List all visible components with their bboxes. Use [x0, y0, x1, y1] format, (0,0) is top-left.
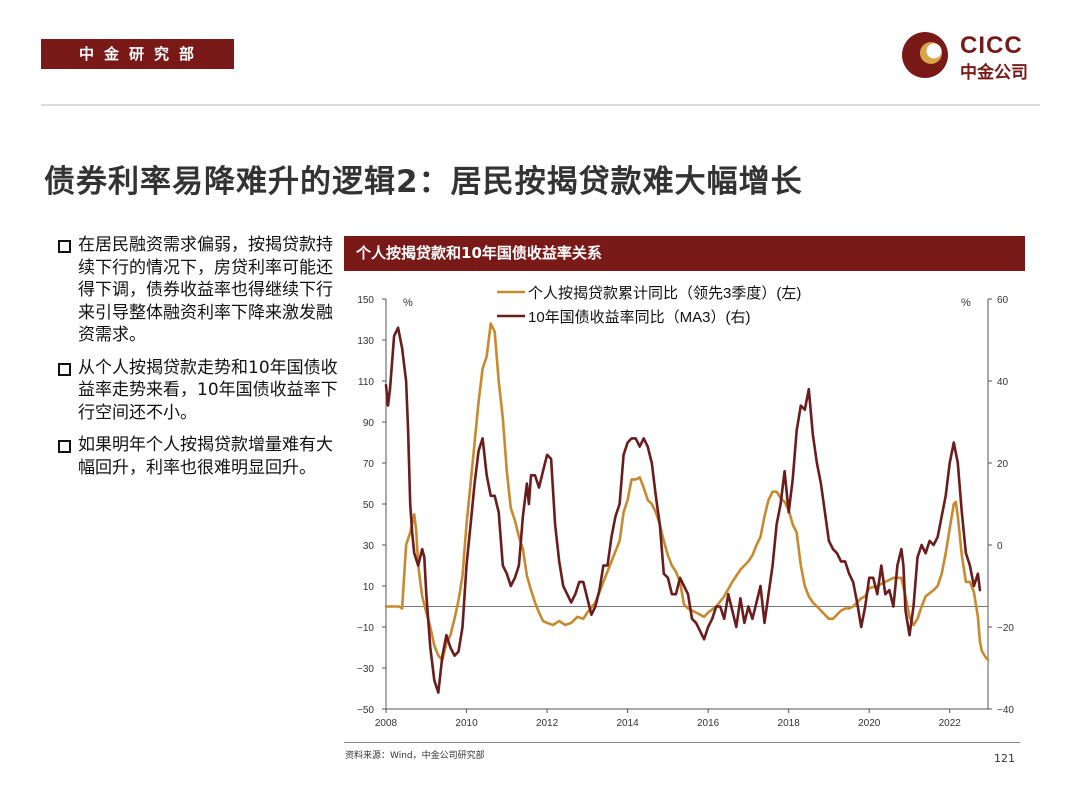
right-tick-label: 60 — [997, 295, 1009, 306]
left-tick-label: −30 — [357, 664, 374, 675]
chart-axes: 150 130 110 90 70 50 30 10 −10 −30 −50 60 40 20 0 −20 −4… — [357, 295, 1014, 729]
x-tick-label: 2016 — [697, 718, 720, 729]
legend-label: 个人按揭贷款累计同比（领先3季度）(左) — [528, 285, 801, 302]
left-tick-label: 150 — [357, 295, 374, 306]
right-tick-label: 40 — [997, 377, 1009, 388]
right-tick-label: −20 — [997, 623, 1014, 634]
x-tick-label: 2008 — [375, 718, 398, 729]
logo-text-cn: 中金公司 — [960, 63, 1028, 83]
mortgage-growth-line — [384, 322, 990, 662]
left-tick-label: 30 — [363, 541, 375, 552]
bullet-item: 如果明年个人按揭贷款增量难有大幅回升，利率也很难明显回升。 — [56, 434, 341, 479]
left-tick-label: 90 — [363, 418, 375, 429]
right-unit-label: % — [961, 297, 971, 309]
source-note: 资料来源：Wind，中金公司研究部 — [345, 751, 485, 761]
bullet-square-icon — [58, 362, 71, 376]
cicc-logo: CICC 中金公司 — [900, 28, 1050, 84]
x-tick-label: 2010 — [455, 718, 478, 729]
left-tick-label: −10 — [357, 623, 374, 634]
x-tick-label: 2012 — [536, 718, 559, 729]
bullet-text: 从个人按揭贷款走势和10年国债收益率走势来看，10年国债收益率下行空间还不小。 — [78, 357, 338, 423]
x-tick-label: 2014 — [616, 718, 639, 729]
left-tick-label: 50 — [363, 500, 375, 511]
x-tick-label: 2022 — [939, 718, 962, 729]
bond-yield-growth-line — [384, 326, 982, 694]
left-tick-label: 110 — [358, 377, 374, 388]
right-tick-label: 0 — [997, 541, 1003, 552]
bullet-item: 从个人按揭贷款走势和10年国债收益率走势来看，10年国债收益率下行空间还不小。 — [56, 357, 341, 425]
bullet-square-icon — [58, 440, 71, 453]
bullet-list: 在居民融资需求偏弱，按揭贷款持续下行的情况下，房贷利率可能还得下调，债券收益率也… — [56, 234, 341, 489]
left-tick-label: −50 — [357, 705, 374, 716]
page-number: 121 — [994, 752, 1015, 765]
chart-legend: 个人按揭贷款累计同比（领先3季度）(左) 10年国债收益率同比（MA3）(右) — [497, 285, 801, 326]
bullet-text: 在居民融资需求偏弱，按揭贷款持续下行的情况下，房贷利率可能还得下调，债券收益率也… — [78, 235, 333, 345]
page-title: 债券利率易降难升的逻辑2：居民按揭贷款难大幅增长 — [44, 164, 803, 200]
logo-text-en: CICC — [960, 32, 1023, 59]
chart-series — [384, 322, 990, 694]
bullet-text: 如果明年个人按揭贷款增量难有大幅回升，利率也很难明显回升。 — [78, 435, 333, 478]
bullet-square-icon — [58, 240, 71, 253]
bullet-item: 在居民融资需求偏弱，按揭贷款持续下行的情况下，房贷利率可能还得下调，债券收益率也… — [56, 234, 341, 347]
x-tick-label: 2018 — [778, 718, 801, 729]
right-tick-label: 20 — [997, 459, 1009, 470]
chart-header: 个人按揭贷款和10年国债收益率关系 — [344, 236, 1025, 271]
legend-label: 10年国债收益率同比（MA3）(右) — [528, 309, 751, 326]
left-tick-label: 70 — [363, 459, 375, 470]
left-unit-label: % — [403, 297, 413, 309]
left-tick-label: 130 — [357, 336, 374, 347]
footer-divider — [344, 742, 1020, 743]
department-badge: 中金研究部 — [41, 39, 234, 69]
cicc-logo-icon — [902, 32, 948, 78]
left-tick-label: 10 — [363, 582, 375, 593]
x-tick-label: 2020 — [858, 718, 881, 729]
header-divider — [41, 104, 1040, 106]
right-tick-label: −40 — [997, 705, 1014, 716]
